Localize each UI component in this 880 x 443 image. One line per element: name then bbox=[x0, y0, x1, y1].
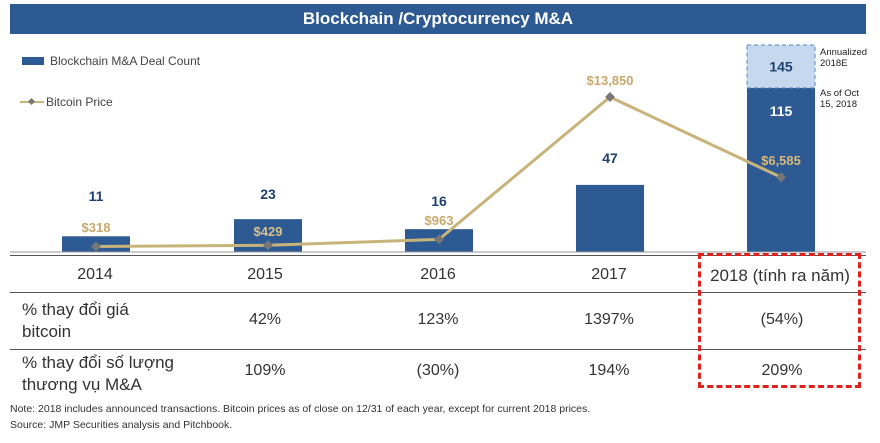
legend-line-label: Bitcoin Price bbox=[46, 95, 113, 109]
row-label-line: % thay đổi số lượng bbox=[22, 353, 174, 372]
table-header-row: 2014 2015 2016 2017 2018 (tính ra năm) bbox=[10, 266, 866, 290]
price-marker bbox=[91, 241, 101, 252]
as-of-note: As of Oct 15, 2018 bbox=[820, 88, 859, 110]
row-label: % thay đổi số lượng thương vụ M&A bbox=[22, 352, 174, 396]
as-of-note-line1: As of Oct bbox=[820, 88, 860, 99]
price-marker bbox=[434, 234, 444, 245]
table-cell: 42% bbox=[248, 311, 282, 328]
table-cell: 1397% bbox=[584, 311, 634, 328]
row-label-line: thương vụ M&A bbox=[22, 375, 142, 394]
bar-estimate-label: 145 bbox=[769, 58, 793, 74]
bar-count-label: 11 bbox=[89, 188, 104, 204]
table-top-rule bbox=[10, 255, 866, 256]
table-cell: (30%) bbox=[416, 362, 460, 379]
bar-count-label: 47 bbox=[602, 150, 618, 166]
table-cell: (54%) bbox=[760, 311, 804, 328]
table-cell: 194% bbox=[588, 362, 630, 379]
table-cell: 109% bbox=[244, 362, 286, 379]
legend-line: Bitcoin Price bbox=[20, 95, 113, 109]
bar-deal-count bbox=[747, 87, 815, 253]
bar-annualized-estimate bbox=[746, 44, 816, 89]
as-of-note-line2: 15, 2018 bbox=[820, 99, 857, 110]
price-label: $963 bbox=[425, 213, 454, 228]
row-label-line: % thay đổi giá bbox=[22, 300, 129, 319]
year-header: 2015 bbox=[247, 266, 283, 283]
table-row-rule bbox=[10, 349, 866, 350]
highlight-2018-box bbox=[698, 253, 861, 388]
bar-count-label: 16 bbox=[431, 193, 447, 209]
annualized-note-line2: 2018E bbox=[820, 58, 848, 69]
annualized-note-line1: Annualized bbox=[820, 47, 868, 58]
price-label: $13,850 bbox=[587, 73, 634, 88]
table-row: % thay đổi giá bitcoin 42% 123% 1397% (5… bbox=[10, 296, 866, 348]
year-header: 2017 bbox=[591, 266, 627, 283]
footnote-source: Source: JMP Securities analysis and Pitc… bbox=[10, 419, 233, 431]
price-marker bbox=[776, 172, 786, 183]
row-label: % thay đổi giá bitcoin bbox=[22, 299, 129, 343]
legend-bar-label: Blockchain M&A Deal Count bbox=[50, 54, 201, 68]
price-label: $6,585 bbox=[761, 153, 801, 168]
year-header: 2014 bbox=[77, 266, 113, 283]
table-row: % thay đổi số lượng thương vụ M&A 109% (… bbox=[10, 352, 866, 398]
chart-canvas: 145 11 23 16 47 115 $318 $429 $963 $13,850 $6,585 bbox=[10, 44, 866, 253]
price-label: $318 bbox=[82, 220, 111, 235]
chart-title: Blockchain /Cryptocurrency M&A bbox=[10, 4, 866, 34]
row-label-line: bitcoin bbox=[22, 322, 72, 341]
table-cell: 209% bbox=[761, 362, 803, 379]
footnote-note: Note: 2018 includes announced transactio… bbox=[10, 403, 591, 415]
legend-bar-swatch bbox=[22, 57, 44, 65]
annualized-note: Annualized 2018E bbox=[820, 47, 867, 69]
year-header: 2016 bbox=[420, 266, 456, 283]
price-marker bbox=[263, 240, 273, 251]
legend-bar: Blockchain M&A Deal Count bbox=[22, 54, 200, 68]
bar-count-label: 23 bbox=[260, 186, 276, 202]
price-marker bbox=[605, 92, 615, 102]
price-label: $429 bbox=[254, 224, 283, 239]
bar-deal-count bbox=[576, 184, 644, 252]
table-cell: 123% bbox=[417, 311, 459, 328]
year-header: 2018 (tính ra năm) bbox=[710, 266, 850, 285]
legend-line-swatch bbox=[20, 97, 44, 107]
table-header-rule bbox=[10, 292, 866, 293]
bar-count-label: 115 bbox=[770, 103, 793, 119]
